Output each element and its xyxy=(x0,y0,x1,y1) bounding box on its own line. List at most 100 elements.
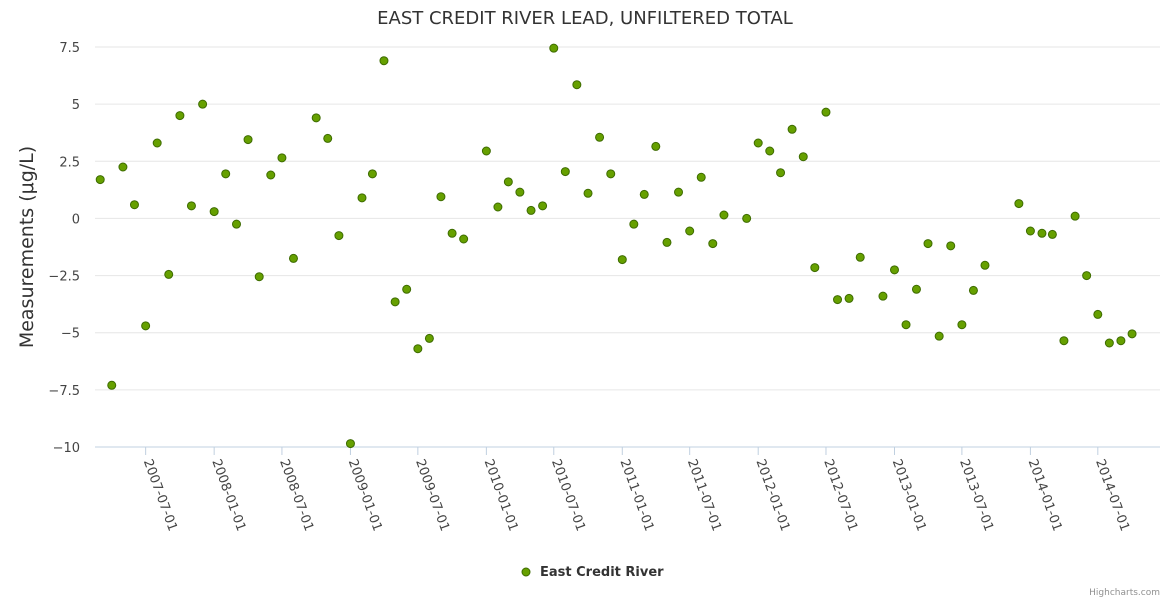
data-point[interactable] xyxy=(1025,226,1035,236)
data-point[interactable] xyxy=(572,80,582,90)
data-point[interactable] xyxy=(526,205,536,215)
data-point[interactable] xyxy=(549,43,559,53)
y-tick-label: 7.5 xyxy=(59,41,80,56)
data-point[interactable] xyxy=(923,239,933,249)
data-point[interactable] xyxy=(606,169,616,179)
legend-marker[interactable] xyxy=(521,567,531,577)
data-point[interactable] xyxy=(651,141,661,151)
data-point[interactable] xyxy=(1059,336,1069,346)
data-point[interactable] xyxy=(345,439,355,449)
data-point[interactable] xyxy=(776,168,786,178)
data-point[interactable] xyxy=(413,344,423,354)
data-point[interactable] xyxy=(436,192,446,202)
data-point[interactable] xyxy=(957,320,967,330)
data-point[interactable] xyxy=(753,138,763,148)
data-point[interactable] xyxy=(118,162,128,172)
data-point[interactable] xyxy=(833,295,843,305)
data-point[interactable] xyxy=(946,241,956,251)
data-point[interactable] xyxy=(334,231,344,241)
data-point[interactable] xyxy=(821,107,831,117)
data-point[interactable] xyxy=(243,135,253,145)
y-tick-label: −7.5 xyxy=(48,384,80,399)
data-point[interactable] xyxy=(459,234,469,244)
data-point[interactable] xyxy=(855,252,865,262)
data-point[interactable] xyxy=(277,153,287,163)
data-point[interactable] xyxy=(1104,338,1114,348)
y-tick-label: −10 xyxy=(53,441,80,456)
data-point[interactable] xyxy=(493,202,503,212)
data-point[interactable] xyxy=(266,170,276,180)
scatter-points xyxy=(95,43,1137,449)
data-point[interactable] xyxy=(323,133,333,143)
data-point[interactable] xyxy=(232,219,242,229)
data-point[interactable] xyxy=(209,207,219,217)
credits-link[interactable]: Highcharts.com xyxy=(1089,588,1160,598)
data-point[interactable] xyxy=(288,253,298,263)
data-point[interactable] xyxy=(311,113,321,123)
gridlines xyxy=(95,46,1160,391)
data-point[interactable] xyxy=(1082,271,1092,281)
data-point[interactable] xyxy=(1047,229,1057,239)
legend[interactable]: East Credit River xyxy=(521,565,664,580)
data-point[interactable] xyxy=(798,152,808,162)
data-point[interactable] xyxy=(889,265,899,275)
data-point[interactable] xyxy=(402,284,412,294)
data-point[interactable] xyxy=(186,201,196,211)
data-point[interactable] xyxy=(379,56,389,66)
data-point[interactable] xyxy=(390,297,400,307)
data-point[interactable] xyxy=(1070,211,1080,221)
data-point[interactable] xyxy=(164,269,174,279)
data-point[interactable] xyxy=(107,380,117,390)
data-point[interactable] xyxy=(765,146,775,156)
data-point[interactable] xyxy=(1037,228,1047,238)
data-point[interactable] xyxy=(1127,329,1137,339)
data-point[interactable] xyxy=(1093,309,1103,319)
data-point[interactable] xyxy=(674,187,684,197)
data-point[interactable] xyxy=(968,285,978,295)
data-point[interactable] xyxy=(639,189,649,199)
data-point[interactable] xyxy=(934,331,944,341)
data-point[interactable] xyxy=(1116,336,1126,346)
data-point[interactable] xyxy=(503,177,513,187)
data-point[interactable] xyxy=(129,200,139,210)
data-point[interactable] xyxy=(685,226,695,236)
data-point[interactable] xyxy=(708,239,718,249)
data-point[interactable] xyxy=(980,260,990,270)
data-point[interactable] xyxy=(617,255,627,265)
data-point[interactable] xyxy=(560,167,570,177)
data-point[interactable] xyxy=(357,193,367,203)
data-point[interactable] xyxy=(810,263,820,273)
data-point[interactable] xyxy=(221,169,231,179)
y-axis-label: Measurements (μg/L) xyxy=(16,146,38,348)
data-point[interactable] xyxy=(901,320,911,330)
data-point[interactable] xyxy=(844,293,854,303)
data-point[interactable] xyxy=(787,124,797,134)
data-point[interactable] xyxy=(198,99,208,109)
data-point[interactable] xyxy=(515,187,525,197)
data-point[interactable] xyxy=(583,188,593,198)
data-point[interactable] xyxy=(141,321,151,331)
data-point[interactable] xyxy=(911,284,921,294)
data-point[interactable] xyxy=(538,201,548,211)
y-tick-label: −5 xyxy=(61,327,80,342)
data-point[interactable] xyxy=(629,219,639,229)
y-tick-label: 5 xyxy=(72,98,80,113)
data-point[interactable] xyxy=(595,132,605,142)
data-point[interactable] xyxy=(742,213,752,223)
data-point[interactable] xyxy=(1014,199,1024,209)
data-point[interactable] xyxy=(95,175,105,185)
data-point[interactable] xyxy=(367,169,377,179)
data-point[interactable] xyxy=(696,172,706,182)
data-point[interactable] xyxy=(175,111,185,121)
data-point[interactable] xyxy=(152,138,162,148)
data-point[interactable] xyxy=(254,272,264,282)
data-point[interactable] xyxy=(878,291,888,301)
data-point[interactable] xyxy=(447,228,457,238)
legend-label[interactable]: East Credit River xyxy=(540,565,664,580)
y-axis-tick-labels: 7.5 5 2.5 0 −2.5 −5 −7.5 −10 xyxy=(48,41,80,456)
data-point[interactable] xyxy=(481,146,491,156)
data-point[interactable] xyxy=(424,333,434,343)
data-point[interactable] xyxy=(662,237,672,247)
data-point[interactable] xyxy=(719,210,729,220)
